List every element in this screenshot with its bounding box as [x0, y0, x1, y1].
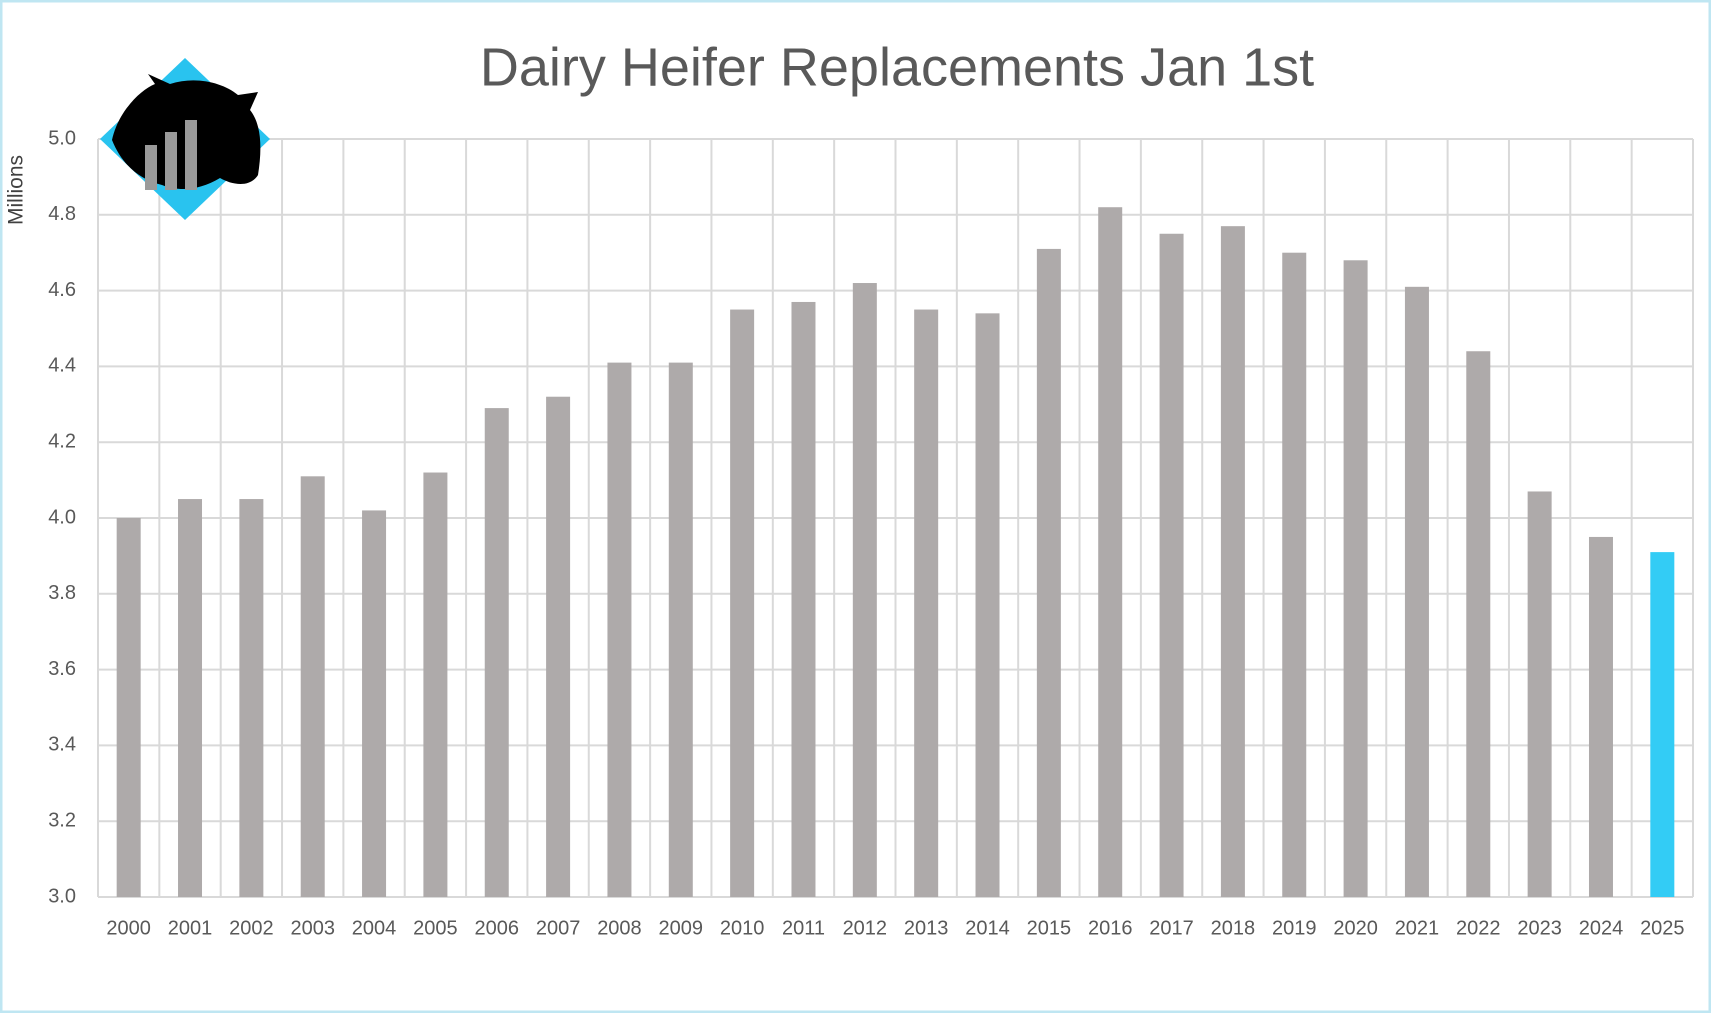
x-tick-label: 2005 — [413, 917, 458, 939]
bar — [178, 499, 203, 897]
x-tick-label: 2022 — [1456, 917, 1501, 939]
y-tick-label: 3.6 — [48, 658, 76, 680]
y-tick-label: 3.8 — [48, 582, 76, 604]
bar — [1159, 233, 1184, 897]
x-tick-label: 2024 — [1579, 917, 1624, 939]
bar — [1527, 491, 1552, 897]
bar — [791, 301, 816, 898]
logo-bar — [165, 132, 177, 190]
x-tick-label: 2019 — [1272, 917, 1317, 939]
x-tick-label: 2010 — [720, 917, 765, 939]
grid — [97, 138, 1694, 898]
bar — [484, 408, 509, 897]
bar — [116, 518, 141, 897]
bar — [423, 472, 448, 897]
y-axis-title: Millions — [5, 155, 28, 225]
bar — [1220, 226, 1245, 898]
x-tick-label: 2004 — [352, 917, 397, 939]
bars — [116, 207, 1675, 898]
bar — [546, 396, 571, 897]
bar — [852, 283, 877, 897]
bar — [1466, 351, 1491, 897]
x-tick-label: 2018 — [1211, 917, 1256, 939]
bar — [362, 510, 387, 897]
x-tick-label: 2021 — [1395, 917, 1440, 939]
y-tick-label: 4.8 — [48, 203, 76, 225]
bar — [1588, 536, 1613, 897]
logo — [100, 58, 270, 220]
x-tick-label: 2020 — [1333, 917, 1378, 939]
logo-bar — [185, 120, 197, 190]
bar — [975, 313, 1000, 898]
bar — [668, 362, 693, 897]
y-tick-label: 4.0 — [48, 506, 76, 528]
x-tick-label: 2001 — [168, 917, 213, 939]
y-tick-label: 4.6 — [48, 279, 76, 301]
bar — [1343, 260, 1368, 897]
bar — [607, 362, 632, 897]
x-tick-label: 2016 — [1088, 917, 1133, 939]
bar — [1098, 207, 1123, 898]
x-tick-label: 2003 — [290, 917, 335, 939]
x-tick-label: 2009 — [659, 917, 704, 939]
x-tick-label: 2011 — [782, 917, 825, 939]
labels: 3.0 3.2 3.4 3.6 3.8 4.0 4.2 4.4 4.6 4.8 5.0 2000 200… — [48, 127, 1684, 939]
y-tick-label: 5.0 — [48, 127, 76, 149]
y-tick-label: 4.2 — [48, 430, 76, 452]
x-tick-label: 2013 — [904, 917, 949, 939]
y-tick-label: 3.2 — [48, 809, 76, 831]
x-tick-label: 2008 — [597, 917, 642, 939]
bar — [730, 309, 755, 897]
bar — [1404, 286, 1429, 897]
x-tick-label: 2014 — [965, 917, 1010, 939]
x-tick-label: 2015 — [1027, 917, 1072, 939]
bar — [300, 476, 325, 897]
x-tick-label: 2002 — [229, 917, 274, 939]
bar — [1036, 248, 1061, 897]
logo-bar — [145, 145, 157, 190]
y-tick-label: 4.4 — [48, 355, 76, 377]
x-tick-label: 2000 — [106, 917, 151, 939]
bar — [1650, 552, 1675, 897]
chart-title: Dairy Heifer Replacements Jan 1st — [480, 37, 1314, 97]
x-tick-label: 2006 — [475, 917, 520, 939]
x-tick-label: 2023 — [1517, 917, 1562, 939]
bar — [1282, 252, 1307, 897]
y-tick-label: 3.0 — [48, 885, 76, 907]
x-tick-label: 2012 — [843, 917, 888, 939]
bar — [239, 499, 264, 897]
bar — [914, 309, 939, 897]
y-tick-label: 3.4 — [48, 734, 76, 756]
x-tick-label: 2017 — [1149, 917, 1194, 939]
x-tick-label: 2025 — [1640, 917, 1685, 939]
x-tick-label: 2007 — [536, 917, 581, 939]
